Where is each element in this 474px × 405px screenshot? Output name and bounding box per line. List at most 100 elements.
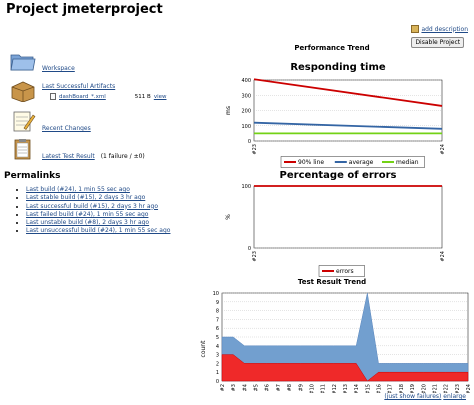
permalinks-list: Last build (#24), 1 min 55 sec ago Last … <box>20 186 170 236</box>
latest-test-note: (1 failure / ±0) <box>100 153 145 160</box>
x-tick-label: #8 <box>287 384 293 391</box>
chart-title: Responding time <box>290 62 386 73</box>
package-icon <box>11 81 35 102</box>
notepad-icon <box>13 111 36 132</box>
y-tick-label: 7 <box>216 317 219 323</box>
file-icon <box>50 93 56 100</box>
sidebar-item-label[interactable]: Recent Changes <box>42 125 91 132</box>
y-axis-label: % <box>225 214 232 220</box>
y-tick-label: 8 <box>216 309 219 315</box>
x-tick-label: #23 <box>252 144 258 155</box>
x-tick-label: #3 <box>231 384 237 391</box>
legend-label: median <box>396 159 419 166</box>
sidebar-item-artifacts[interactable]: Last Successful Artifacts <box>10 80 115 102</box>
permalink-item[interactable]: Last failed build (#24), 1 min 55 sec ag… <box>26 211 170 219</box>
y-tick-label: 4 <box>216 344 219 350</box>
x-tick-label: #13 <box>343 384 349 393</box>
y-tick-label: 10 <box>213 291 219 297</box>
permalink-item[interactable]: Last unstable build (#8), 2 days 3 hr ag… <box>26 219 170 227</box>
responding-time-chart: 0 100 200 300 400 #23 #24 ms <box>225 78 446 155</box>
y-tick-label: 0 <box>248 246 251 252</box>
x-tick-label: #24 <box>466 384 472 393</box>
y-tick-label: 100 <box>241 124 251 130</box>
series-line <box>253 78 443 107</box>
y-axis-label: ms <box>225 106 232 115</box>
y-tick-label: 0 <box>216 379 219 385</box>
y-tick-label: 1 <box>216 370 219 376</box>
enlarge-link[interactable]: enlarge <box>443 393 466 400</box>
sidebar-item-label[interactable]: Last Successful Artifacts <box>42 83 116 90</box>
x-tick-label: #11 <box>321 384 327 393</box>
performance-trend-heading: Performance Trend <box>294 44 370 52</box>
error-percentage-legend: errors <box>318 265 365 277</box>
artifact-view-link[interactable]: view <box>153 93 167 100</box>
artifact-row: dashBoard_*.xml 511 B view <box>50 93 166 100</box>
permalink-item[interactable]: Last build (#24), 1 min 55 sec ago <box>26 186 170 194</box>
y-tick-label: 6 <box>216 326 219 332</box>
x-tick-label: #17 <box>388 384 394 393</box>
legend-box <box>280 156 425 168</box>
clipboard-icon <box>14 139 31 160</box>
responding-time-legend: 90% line average median <box>280 156 425 168</box>
x-tick-label: #18 <box>399 384 405 393</box>
y-tick-label: 0 <box>248 139 251 145</box>
test-result-trend-chart: 0 1 2 3 4 5 6 7 8 9 10 #2 #3 #4 #5 #6 #7 #8 #9 #10 #11 #12 #13… <box>200 291 472 393</box>
x-tick-label: #10 <box>309 384 315 393</box>
x-tick-label: #15 <box>365 384 371 393</box>
add-description-link[interactable]: add description <box>411 25 468 33</box>
add-description-label[interactable]: add description <box>421 25 468 33</box>
y-tick-label: 400 <box>241 78 251 84</box>
y-axis-label: count <box>200 340 207 358</box>
x-tick-label: #21 <box>432 384 438 393</box>
y-tick-label: 3 <box>216 353 219 359</box>
y-tick-label: 200 <box>241 109 251 115</box>
x-tick-label: #14 <box>354 384 360 393</box>
permalinks-heading: Permalinks <box>4 171 61 181</box>
sidebar-item-recent-changes[interactable]: Recent Changes <box>10 110 91 132</box>
disable-project-button[interactable]: Disable Project <box>411 37 465 48</box>
x-tick-label: #12 <box>332 384 338 393</box>
legend-label: 90% line <box>298 159 324 166</box>
chart-title: Percentage of errors <box>279 170 397 181</box>
x-tick-label: #23 <box>252 251 258 262</box>
top-actions: add description Disable Project <box>411 25 468 48</box>
series-line <box>253 121 443 130</box>
x-tick-label: #9 <box>298 384 304 391</box>
artifact-size: 511 B <box>134 93 151 100</box>
error-percentage-chart: 0 100 #23 #24% <box>225 184 446 262</box>
x-tick-label: #4 <box>242 384 248 391</box>
x-tick-label: #7 <box>276 384 282 391</box>
folder-icon <box>10 54 36 71</box>
y-tick-label: 300 <box>241 93 251 99</box>
x-tick-label: #22 <box>444 384 450 393</box>
legend-label: average <box>349 159 374 166</box>
series-area <box>221 354 469 382</box>
page-title: Project jmeterproject <box>6 2 163 17</box>
x-tick-label: #6 <box>265 384 271 391</box>
sidebar-item-latest-test-result[interactable]: Latest Test Result (1 failure / ±0) <box>10 138 145 160</box>
just-show-failures-link[interactable]: (just show failures) <box>384 393 442 400</box>
sidebar-item-label[interactable]: Workspace <box>42 65 75 72</box>
series-area <box>221 292 469 382</box>
x-tick-label: #5 <box>254 384 260 391</box>
legend-label: errors <box>336 268 354 275</box>
sidebar-item-label[interactable]: Latest Test Result <box>42 153 95 160</box>
permalink-item[interactable]: Last unsuccessful build (#24), 1 min 55 … <box>26 227 170 235</box>
x-tick-label: #23 <box>455 384 461 393</box>
x-tick-label: #19 <box>410 384 416 393</box>
notepad-icon <box>411 25 420 33</box>
artifact-name[interactable]: dashBoard_*.xml <box>59 93 106 100</box>
plot-area <box>253 185 443 249</box>
legend-box <box>318 265 365 277</box>
x-tick-label: #2 <box>220 384 226 391</box>
x-tick-label: #16 <box>377 384 383 393</box>
x-tick-label: #24 <box>440 251 446 262</box>
x-tick-label: #24 <box>440 144 446 155</box>
x-tick-label: #20 <box>421 384 427 393</box>
trend-links: (just show failures) enlarge <box>384 393 466 400</box>
permalink-item[interactable]: Last stable build (#15), 2 days 3 hr ago <box>26 194 170 202</box>
y-tick-label: 100 <box>241 184 251 190</box>
permalink-item[interactable]: Last successful build (#15), 2 days 3 hr… <box>26 203 170 211</box>
sidebar-item-workspace[interactable]: Workspace <box>10 50 75 72</box>
y-tick-label: 2 <box>216 361 219 367</box>
